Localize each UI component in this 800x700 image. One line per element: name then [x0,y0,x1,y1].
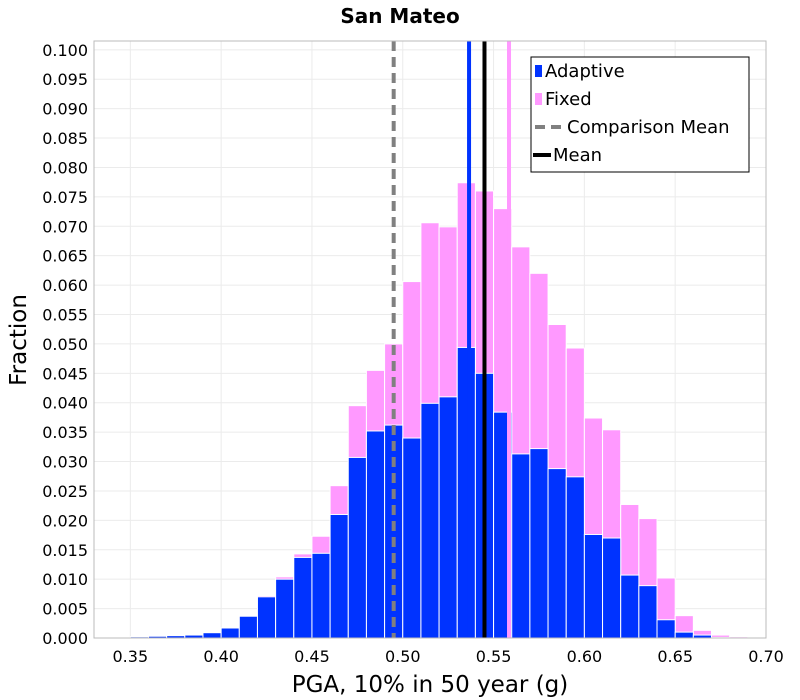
y-axis-title: Fraction [6,294,32,386]
y-tick-label: 0.045 [42,364,88,383]
adaptive-bar [256,596,277,639]
adaptive-bar [347,456,367,639]
legend-label-fixed: Fixed [545,89,592,110]
adaptive-bar [329,513,349,639]
legend-box [530,56,750,173]
adaptive-bar [456,346,476,639]
y-tick-label: 0.040 [42,394,88,413]
adaptive-bar [583,533,604,639]
legend-swatch-adaptive [535,65,542,77]
legend-label-comparison-mean: Comparison Mean [567,117,730,138]
adaptive-bar [293,556,313,639]
y-tick-label: 0.095 [42,70,88,89]
y-tick-label: 0.005 [42,600,88,619]
adaptive-bar [420,402,440,639]
y-tick-label: 0.075 [42,188,88,207]
y-tick-label: 0.030 [42,453,88,472]
adaptive-bar [656,619,676,639]
x-tick-label: 0.45 [294,647,330,666]
legend-label-adaptive: Adaptive [545,61,625,82]
x-tick-label: 0.50 [385,647,421,666]
adaptive-bar [602,537,622,639]
y-tick-label: 0.060 [42,276,88,295]
y-tick-label: 0.065 [42,247,88,266]
y-tick-label: 0.085 [42,129,88,148]
x-tick-label: 0.65 [657,647,693,666]
plot-frame [93,40,767,639]
adaptive-bar [402,437,422,639]
y-tick-label: 0.035 [42,423,88,442]
y-tick-label: 0.090 [42,100,88,119]
y-tick-label: 0.050 [42,335,88,354]
y-tick-label: 0.100 [42,41,88,60]
x-tick-label: 0.55 [476,647,512,666]
vertical-lines [391,41,512,638]
y-tick-label: 0.080 [42,158,88,177]
adaptive-bar [547,468,567,639]
y-tick-label: 0.055 [42,306,88,325]
adaptive-bar [365,430,386,639]
legend-swatch-fixed [535,93,542,105]
x-tick-label: 0.70 [748,647,784,666]
adaptive-bar [311,552,331,639]
x-tick-label: 0.40 [203,647,239,666]
adaptive-bar [529,448,549,639]
adaptive-bar [275,578,295,639]
chart-title: San Mateo [340,4,459,28]
adaptive-bar [638,585,658,639]
y-tick-label: 0.015 [42,541,88,560]
y-tick-label: 0.010 [42,570,88,589]
bars [111,182,749,639]
adaptive-bar [238,615,258,639]
adaptive-bar [438,396,458,639]
adaptive-bar [202,632,222,639]
legend-label-mean: Mean [553,145,602,166]
x-axis-title: PGA, 10% in 50 year (g) [292,672,569,698]
adaptive-bar [620,574,640,639]
x-tick-label: 0.35 [113,647,149,666]
adaptive-bar [220,627,240,639]
y-tick-label: 0.000 [42,629,88,648]
x-axis-ticks: 0.35 0.40 0.45 0.50 0.55 0.60 0.65 0.70 [113,647,784,666]
adaptive-bar [674,631,694,639]
legend: Adaptive Fixed Comparison Mean Mean [530,56,750,173]
adaptive-bar [511,453,531,639]
adaptive-bar [565,476,585,639]
y-tick-label: 0.025 [42,482,88,501]
x-tick-label: 0.60 [567,647,603,666]
y-axis-ticks: 0.000 0.005 0.010 0.015 0.020 0.025 0.030 0.035… [42,41,88,648]
y-tick-label: 0.020 [42,511,88,530]
y-tick-label: 0.070 [42,217,88,236]
